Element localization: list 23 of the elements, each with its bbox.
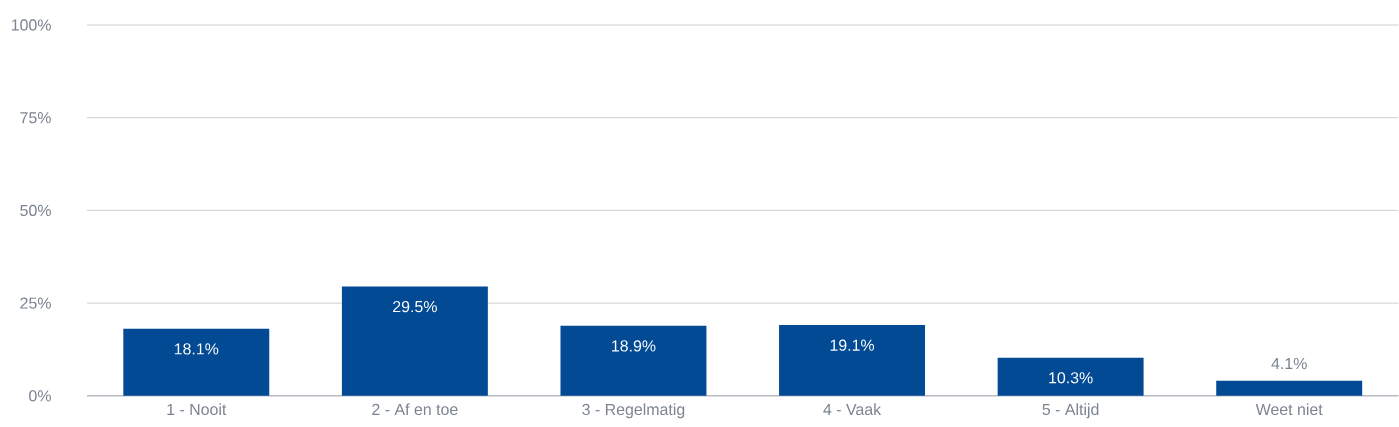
x-tick-label: 2 - Af en toe	[372, 403, 458, 416]
x-tick-label: 5 - Altijd	[1042, 403, 1099, 419]
bar	[779, 325, 926, 396]
data-label: 19.1%	[830, 339, 875, 351]
x-tick-label: Weet niet	[1255, 403, 1323, 416]
data-label: 29.5%	[393, 301, 437, 313]
data-label: 18.1%	[174, 343, 219, 355]
y-tick-label: 0%	[29, 390, 51, 402]
y-tick-label: 50%	[20, 204, 51, 217]
x-tick-label: 1 - Nooit	[167, 403, 227, 416]
y-tick-label: 100%	[11, 19, 51, 31]
data-label: 4.1%	[1271, 358, 1307, 370]
x-tick-label: 4 - Vaak	[823, 403, 882, 416]
bar	[560, 325, 707, 396]
bar	[1216, 380, 1363, 396]
x-tick-label: 3 - Regelmatig	[582, 403, 685, 419]
bar	[123, 328, 270, 396]
data-label: 10.3%	[1049, 372, 1093, 384]
bar	[341, 286, 488, 396]
bar	[997, 357, 1144, 396]
y-tick-label: 25%	[20, 297, 51, 309]
y-tick-label: 75%	[20, 112, 51, 124]
data-label: 18.9%	[612, 340, 656, 352]
